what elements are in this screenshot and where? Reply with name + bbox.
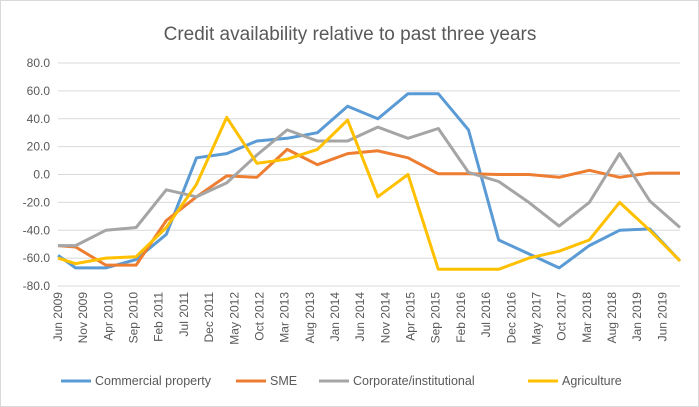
x-tick-label: May 2012 (227, 292, 241, 345)
legend: Commercial property SME Corporate/institut… (61, 374, 622, 388)
chart-title: Credit availability relative to past thr… (164, 24, 537, 45)
series-lines (57, 92, 682, 271)
x-tick-label: Jan 2019 (630, 292, 644, 342)
y-tick-label: 80.0 (27, 56, 51, 70)
y-tick-label: -60.0 (23, 251, 51, 265)
x-tick-label: Oct 2017 (555, 292, 569, 341)
x-tick-label: Jun 2009 (51, 292, 65, 342)
legend-item: SME (236, 374, 297, 388)
y-tick-label: -20.0 (23, 195, 51, 209)
y-tick-label: -40.0 (23, 223, 51, 237)
series-line-corporate-institutional (58, 125, 681, 248)
legend-item: Commercial property (61, 374, 212, 388)
x-tick-label: Mar 2013 (278, 292, 292, 343)
y-tick-label: 60.0 (27, 84, 51, 98)
legend-label: SME (270, 374, 297, 388)
legend-item: Corporate/institutional (319, 374, 475, 388)
series-line-commercial-property (57, 92, 682, 270)
y-axis-ticks: 80.0 60.0 40.0 20.0 0.0 -20.0 -40.0 -60.0 -80.0 (23, 56, 51, 293)
y-tick-label: 0.0 (33, 168, 50, 182)
x-tick-label: Jan 2014 (328, 292, 342, 342)
legend-label: Commercial property (95, 374, 212, 388)
series-line-agriculture (57, 115, 682, 271)
x-tick-label: Sep 2015 (429, 292, 443, 344)
x-tick-label: Nov 2014 (378, 292, 392, 344)
x-tick-label: Jul 2016 (479, 292, 493, 338)
x-axis-ticks: Jun 2009 Nov 2009 Apr 2010 Sep 2010 Feb 2011… (51, 292, 669, 345)
y-tick-label: 20.0 (27, 140, 51, 154)
x-tick-label: Mar 2018 (580, 292, 594, 343)
x-tick-label: Oct 2012 (252, 292, 266, 341)
legend-label: Agriculture (562, 374, 622, 388)
x-tick-label: Feb 2011 (152, 292, 166, 342)
x-tick-label: Jun 2019 (655, 292, 669, 342)
x-tick-label: Feb 2016 (454, 292, 468, 343)
x-tick-label: Aug 2013 (303, 292, 317, 344)
legend-item: Agriculture (528, 374, 622, 388)
x-tick-label: Nov 2009 (76, 292, 90, 344)
y-tick-label: 40.0 (27, 112, 51, 126)
x-tick-label: Dec 2011 (202, 292, 216, 343)
x-tick-label: Sep 2010 (127, 292, 141, 344)
x-tick-label: Jul 2011 (177, 292, 191, 337)
x-tick-label: Jun 2014 (353, 292, 367, 342)
x-tick-label: May 2017 (529, 292, 543, 345)
x-tick-label: Dec 2016 (504, 292, 518, 344)
x-tick-label: Apr 2015 (404, 292, 418, 341)
legend-label: Corporate/institutional (353, 374, 475, 388)
x-tick-label: Aug 2018 (605, 292, 619, 344)
y-tick-label: -80.0 (23, 279, 51, 293)
x-tick-label: Apr 2010 (101, 292, 115, 341)
